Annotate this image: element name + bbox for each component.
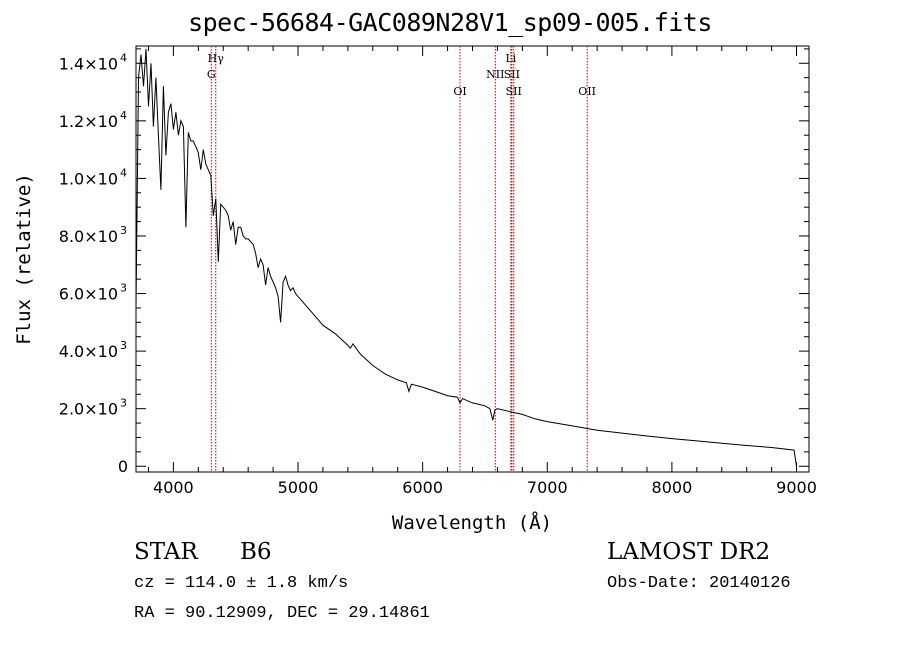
x-tick-label: 8000 [652, 478, 693, 497]
spectral-line-label: OI [453, 85, 466, 98]
object-subclass: B6 [240, 539, 272, 565]
spectral-line-label: G [207, 68, 216, 81]
survey-name: LAMOST DR2 [607, 539, 771, 565]
coordinates: RA = 90.12909, DEC = 29.14861 [134, 604, 430, 623]
y-tick-exponent: 4 [120, 51, 127, 64]
spectral-line-label: OII [578, 85, 596, 98]
x-tick-label: 6000 [402, 478, 443, 497]
x-tick-label: 9000 [776, 478, 817, 497]
spectral-line-label: Hγ [208, 52, 225, 65]
spectral-line-label: Li [505, 52, 516, 65]
y-tick-exponent: 4 [120, 109, 127, 122]
spectral-line-label: NII [486, 68, 504, 81]
observation-date: Obs-Date: 20140126 [607, 574, 791, 593]
y-tick-label: 4.0×10 [59, 342, 118, 361]
x-axis-label: Wavelength (Å) [392, 511, 552, 534]
y-axis-label: Flux (relative) [13, 173, 35, 345]
spectrum-series-line [135, 48, 797, 467]
spectral-line-label: SII [504, 68, 520, 81]
chart-title: spec-56684-GAC089N28V1_sp09-005.fits [188, 8, 712, 37]
x-tick-label: 7000 [527, 478, 568, 497]
y-tick-label: 6.0×10 [59, 285, 118, 304]
y-tick-label: 0 [118, 457, 128, 476]
y-tick-label: 8.0×10 [59, 227, 118, 246]
x-tick-label: 4000 [153, 478, 194, 497]
spectral-line-label: SII [506, 85, 522, 98]
redshift-cz: cz = 114.0 ± 1.8 km/s [134, 574, 349, 593]
y-tick-exponent: 4 [120, 166, 127, 179]
plot-frame [135, 45, 810, 473]
x-tick-label: 5000 [278, 478, 319, 497]
y-tick-label: 1.2×10 [59, 112, 118, 131]
y-tick-label: 1.4×10 [59, 54, 118, 73]
object-type: STAR [134, 539, 198, 565]
y-tick-exponent: 3 [120, 282, 127, 295]
y-tick-label: 2.0×10 [59, 400, 118, 419]
y-tick-exponent: 3 [120, 224, 127, 237]
y-tick-label: 1.0×10 [59, 169, 118, 188]
y-tick-exponent: 3 [120, 339, 127, 352]
y-tick-exponent: 3 [120, 397, 127, 410]
